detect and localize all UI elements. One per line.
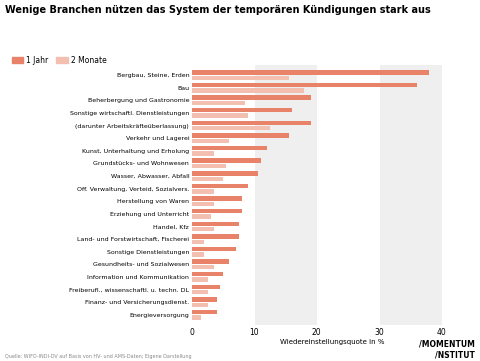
Text: /MOMENTUM
/NSTITUT: /MOMENTUM /NSTITUT: [420, 340, 475, 359]
Bar: [192, 101, 245, 105]
Bar: [192, 189, 214, 193]
Bar: [192, 310, 217, 314]
Bar: [192, 303, 207, 307]
Bar: [192, 88, 304, 93]
Bar: [192, 151, 214, 156]
X-axis label: Wiedereinstellungsquote in %: Wiedereinstellungsquote in %: [280, 339, 384, 345]
Bar: [192, 209, 242, 213]
Bar: [192, 234, 239, 239]
Bar: [192, 126, 270, 130]
Bar: [192, 121, 311, 125]
Bar: [192, 196, 242, 201]
Bar: [192, 70, 429, 75]
Bar: [192, 139, 229, 143]
Bar: [192, 171, 257, 175]
Bar: [192, 177, 223, 181]
Bar: [192, 297, 217, 302]
Bar: [192, 108, 292, 112]
Bar: [192, 95, 311, 100]
Bar: [192, 214, 211, 219]
Bar: [192, 202, 214, 206]
Bar: [192, 290, 207, 295]
Bar: [254, 65, 317, 325]
Bar: [192, 260, 229, 264]
Bar: [192, 265, 214, 269]
Bar: [192, 278, 207, 282]
Bar: [192, 252, 204, 257]
Bar: [192, 133, 289, 138]
Bar: [192, 83, 417, 87]
Bar: [192, 240, 204, 244]
Bar: [192, 164, 227, 168]
Text: Quelle: WIFO-INDI-DV auf Basis von HV- und AMS-Daten; Eigene Darstellung: Quelle: WIFO-INDI-DV auf Basis von HV- u…: [5, 354, 192, 359]
Bar: [192, 272, 223, 277]
Bar: [379, 65, 442, 325]
Legend: 1 Jahr, 2 Monate: 1 Jahr, 2 Monate: [9, 53, 109, 68]
Bar: [192, 75, 289, 80]
Text: Wenige Branchen nützen das System der temporären Kündigungen stark aus: Wenige Branchen nützen das System der te…: [5, 5, 431, 16]
Bar: [192, 285, 220, 289]
Bar: [192, 184, 248, 188]
Bar: [192, 146, 267, 150]
Bar: [192, 315, 202, 320]
Bar: [192, 158, 261, 163]
Bar: [192, 113, 248, 118]
Bar: [192, 222, 239, 226]
Bar: [192, 247, 236, 251]
Bar: [192, 227, 214, 231]
